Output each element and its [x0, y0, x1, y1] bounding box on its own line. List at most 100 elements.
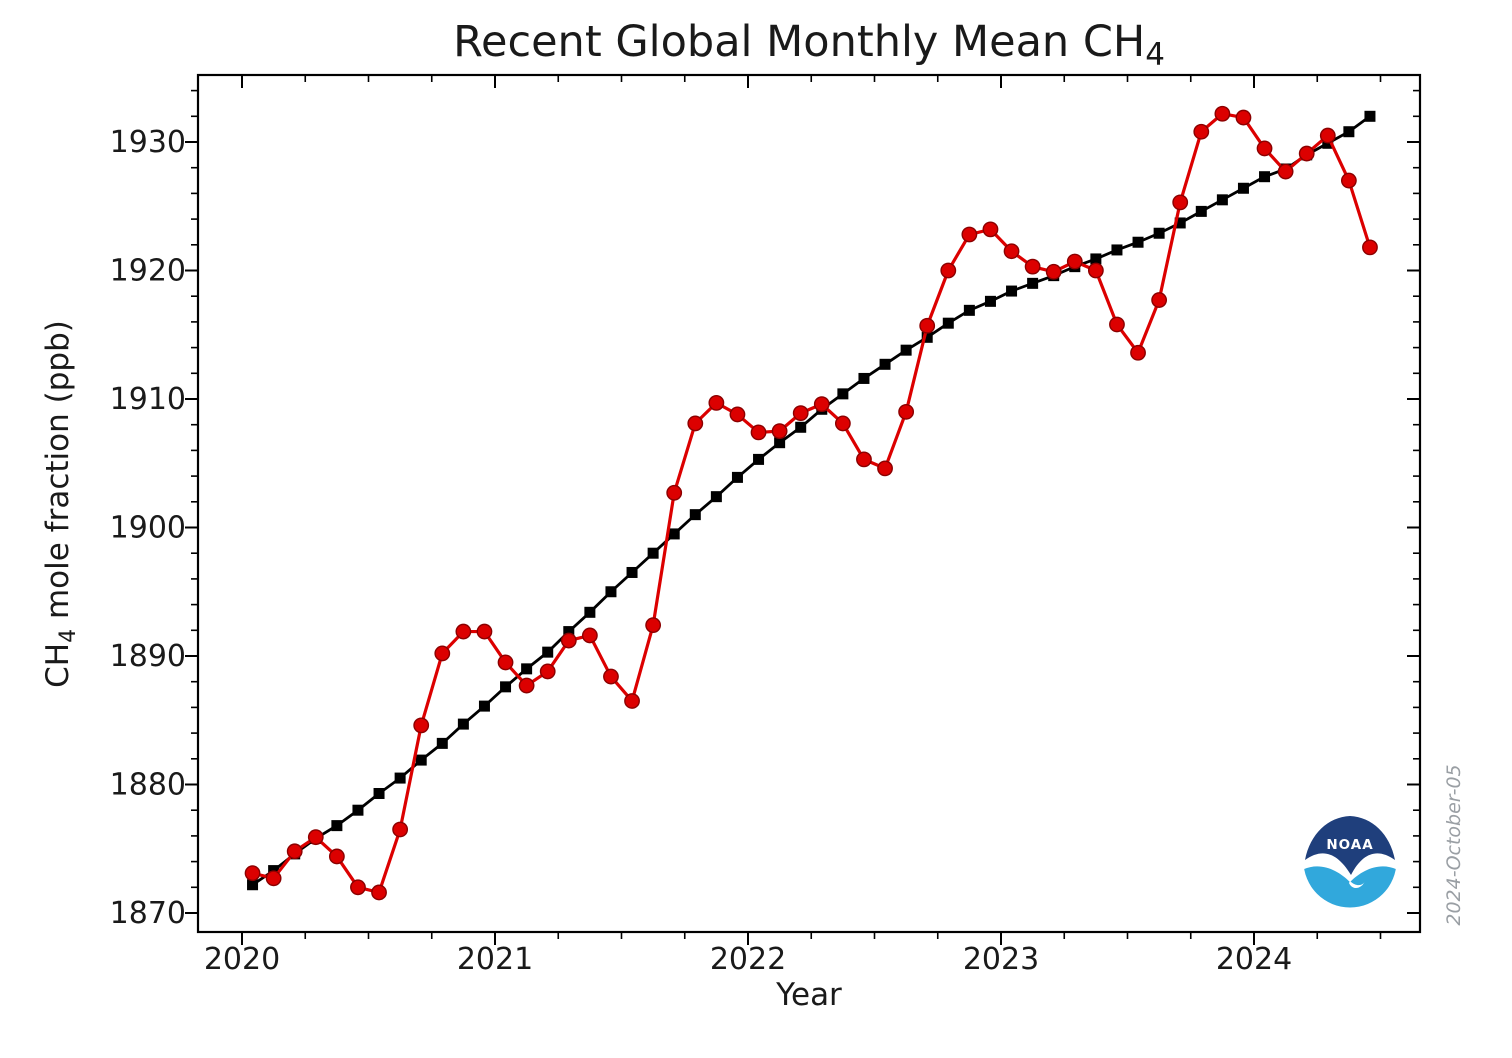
trend-point	[394, 772, 406, 784]
noaa-logo-crest	[1305, 816, 1395, 875]
monthly-mean-point	[750, 424, 767, 441]
monthly-mean-point	[1024, 258, 1041, 275]
trend-point	[352, 804, 364, 816]
trend-point	[900, 344, 912, 356]
trend-point	[1259, 171, 1271, 183]
monthly-mean-point	[834, 415, 851, 432]
x-tick-label: 2024	[1216, 942, 1292, 977]
trend-point	[668, 528, 680, 540]
trend-point	[626, 566, 638, 578]
monthly-mean-point	[919, 317, 936, 334]
trend-point	[563, 626, 575, 638]
trend-point	[373, 787, 385, 799]
monthly-mean-point	[244, 865, 261, 882]
x-tick-label: 2020	[204, 942, 280, 977]
monthly-mean-point	[455, 623, 472, 640]
monthly-mean-point	[1066, 253, 1083, 270]
trend-point	[457, 718, 469, 730]
x-tick-label: 2022	[710, 942, 786, 977]
y-tick-label: 1870	[110, 896, 186, 931]
y-axis-label-post: mole fraction (ppb)	[40, 320, 76, 629]
y-tick-label: 1910	[110, 382, 186, 417]
monthly-mean-point	[1362, 239, 1378, 256]
monthly-mean-point	[560, 632, 577, 649]
trend-point	[984, 295, 996, 307]
trend-series	[247, 110, 1376, 891]
trend-point	[921, 331, 933, 343]
monthly-mean-series	[244, 105, 1378, 901]
monthly-mean-point	[1235, 109, 1252, 126]
trend-point	[521, 663, 533, 675]
monthly-mean-point	[961, 226, 978, 243]
trend-point	[1216, 194, 1228, 206]
monthly-mean-point	[328, 848, 345, 865]
monthly-mean-point	[1256, 140, 1273, 157]
monthly-mean-point	[1340, 172, 1357, 189]
monthly-mean-point	[1277, 163, 1294, 180]
trend-point	[436, 737, 448, 749]
trend-point	[1174, 217, 1186, 229]
monthly-mean-point	[687, 415, 704, 432]
trend-point	[1027, 277, 1039, 289]
monthly-mean-point	[1045, 263, 1062, 280]
trend-point	[1006, 285, 1018, 297]
monthly-mean-point	[1172, 194, 1189, 211]
trend-point	[605, 586, 617, 598]
monthly-mean-point	[645, 617, 662, 634]
monthly-mean-point	[1151, 292, 1168, 308]
monthly-mean-point	[1319, 127, 1336, 144]
monthly-mean-point	[624, 693, 640, 709]
trend-point	[584, 606, 596, 618]
noaa-logo: NOAA	[1303, 814, 1397, 908]
trend-point	[879, 358, 891, 370]
monthly-mean-point	[1193, 123, 1210, 140]
monthly-mean-point	[940, 262, 957, 279]
trend-point	[942, 317, 954, 329]
monthly-mean-point	[371, 884, 387, 901]
y-axis-label-subscript: 4	[56, 629, 81, 643]
trend-point	[1343, 126, 1355, 138]
trend-point	[774, 437, 786, 449]
trend-point	[1132, 236, 1144, 248]
monthly-mean-point	[708, 394, 725, 411]
trend-point	[837, 388, 849, 400]
chart-title-subscript: 4	[1145, 37, 1165, 73]
trend-point	[500, 681, 512, 693]
plot-border	[196, 73, 1422, 934]
monthly-mean-point	[856, 451, 872, 468]
trend-point	[710, 491, 722, 503]
monthly-mean-point	[771, 423, 788, 440]
trend-point	[331, 820, 343, 832]
noaa-logo-gull-curl	[1349, 881, 1365, 889]
noaa-logo-sea	[1303, 866, 1397, 908]
x-axis-label: Year	[775, 977, 842, 1013]
monthly-mean-point	[877, 460, 893, 477]
trend-point	[1237, 182, 1249, 194]
chart-title-main: Recent Global Monthly Mean CH	[453, 17, 1145, 67]
trend-point	[689, 509, 701, 521]
monthly-mean-point	[350, 879, 366, 896]
trend-point	[1364, 110, 1376, 122]
monthly-mean-point	[813, 396, 830, 413]
monthly-mean-point	[1087, 262, 1104, 279]
date-watermark: 2024-October-05	[1443, 764, 1465, 925]
monthly-mean-point	[1214, 105, 1231, 122]
y-axis-label: CH4 mole fraction (ppb)	[40, 320, 81, 688]
monthly-mean-point	[666, 484, 683, 501]
x-tick-label: 2021	[457, 942, 533, 977]
monthly-mean-point	[413, 717, 430, 734]
y-axis-label-pre: CH	[40, 643, 76, 688]
monthly-mean-point	[792, 405, 809, 422]
trend-point	[542, 646, 554, 658]
monthly-mean-point	[581, 627, 598, 644]
trend-point	[1090, 253, 1102, 265]
trend-point	[247, 879, 259, 891]
trend-point	[858, 372, 870, 384]
x-tick-labels: 2020 2021 2022 2023 2024	[204, 942, 1292, 977]
monthly-mean-point	[497, 654, 514, 671]
x-tick-label: 2023	[963, 942, 1039, 977]
monthly-mean-point	[392, 821, 409, 838]
noaa-logo-text: NOAA	[1326, 837, 1373, 853]
